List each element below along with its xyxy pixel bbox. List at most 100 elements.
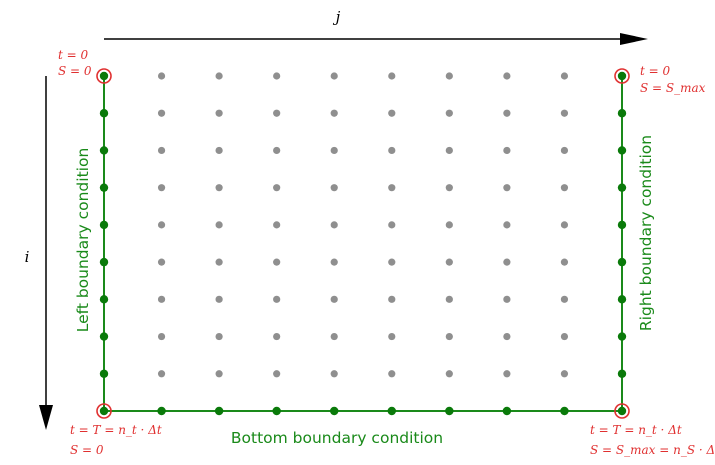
interior-node xyxy=(273,258,281,266)
corner-annotation-top-right: t = 0 S = S_max xyxy=(640,64,706,95)
interior-node xyxy=(388,295,396,303)
interior-node xyxy=(157,109,166,117)
interior-node xyxy=(388,72,396,80)
interior-node xyxy=(330,332,338,341)
interior-node xyxy=(330,109,338,117)
interior-node xyxy=(215,146,223,155)
interior-node xyxy=(157,146,166,155)
boundary-node xyxy=(560,406,569,416)
interior-node xyxy=(503,184,511,192)
j-axis-arrowhead xyxy=(620,33,648,45)
boundary-node xyxy=(617,257,627,267)
interior-node xyxy=(388,370,396,378)
interior-node xyxy=(445,72,453,80)
interior-node xyxy=(503,221,511,229)
interior-node xyxy=(503,295,511,303)
interior-node xyxy=(388,332,396,341)
boundary-node xyxy=(99,295,109,304)
boundary-lines xyxy=(103,76,623,412)
bottom-left-line2: S = 0 xyxy=(70,443,104,457)
boundary-node xyxy=(99,406,109,416)
corner-markers xyxy=(96,68,630,419)
interior-node xyxy=(560,295,569,303)
interior-node xyxy=(503,146,511,155)
interior-node xyxy=(445,221,453,229)
bottom-right-line1: t = T = n_t · Δt xyxy=(590,423,682,437)
interior-node xyxy=(445,258,453,266)
interior-node xyxy=(273,221,281,229)
interior-node xyxy=(560,109,569,117)
boundary-node xyxy=(99,369,109,378)
interior-node xyxy=(273,370,281,378)
interior-node xyxy=(388,109,396,117)
interior-node xyxy=(560,184,569,192)
interior-node xyxy=(215,221,223,229)
boundary-node xyxy=(157,406,166,416)
interior-node xyxy=(273,146,281,155)
corner-annotation-bottom-left: t = T = n_t · Δt S = 0 xyxy=(70,423,162,457)
interior-node xyxy=(157,332,166,341)
right-boundary-label: Right boundary condition xyxy=(637,135,655,331)
j-axis-label: j xyxy=(333,8,341,26)
boundary-node xyxy=(99,332,109,341)
interior-node xyxy=(503,109,511,117)
interior-node xyxy=(215,72,223,80)
interior-node xyxy=(445,332,453,341)
interior-node xyxy=(273,109,281,117)
boundary-node xyxy=(617,369,627,378)
corner-annotation-bottom-right: t = T = n_t · Δt S = S_max = n_S · ΔS xyxy=(590,423,715,457)
i-axis-label: i xyxy=(25,248,30,266)
bottom-left-corner-marker xyxy=(96,403,112,419)
left-boundary-label: Left boundary condition xyxy=(74,148,92,333)
interior-node xyxy=(215,258,223,266)
boundary-node xyxy=(617,183,627,192)
top-right-line1: t = 0 xyxy=(640,64,671,78)
interior-node xyxy=(388,146,396,155)
interior-node xyxy=(215,295,223,303)
boundary-node xyxy=(99,109,109,118)
interior-node xyxy=(157,370,166,378)
interior-node xyxy=(330,370,338,378)
interior-node xyxy=(503,370,511,378)
interior-node xyxy=(503,332,511,341)
bottom-right-line2: S = S_max = n_S · ΔS xyxy=(590,443,715,457)
boundary-node xyxy=(330,406,339,416)
interior-node xyxy=(273,72,281,80)
boundary-node xyxy=(99,71,109,81)
boundary-node xyxy=(99,146,109,155)
interior-node xyxy=(560,332,569,341)
bottom-right-corner-marker xyxy=(614,403,630,419)
interior-node xyxy=(445,184,453,192)
interior-node xyxy=(215,109,223,117)
top-left-line1: t = 0 xyxy=(58,48,89,62)
boundary-node xyxy=(502,406,512,416)
interior-node xyxy=(157,72,166,80)
boundary-node xyxy=(272,406,281,416)
interior-node xyxy=(215,370,223,378)
interior-node xyxy=(388,221,396,229)
boundary-node xyxy=(617,109,627,118)
interior-node xyxy=(330,258,338,266)
boundary-node xyxy=(445,406,454,416)
boundary-node xyxy=(617,146,627,155)
boundary-node xyxy=(387,406,396,416)
grid-nodes xyxy=(99,71,627,416)
interior-node xyxy=(388,258,396,266)
interior-node xyxy=(215,332,223,341)
interior-node xyxy=(560,258,569,266)
boundary-node xyxy=(99,183,109,192)
interior-node xyxy=(330,184,338,192)
corner-annotation-top-left: t = 0 S = 0 xyxy=(58,48,92,78)
boundary-node xyxy=(617,71,627,81)
interior-node xyxy=(445,295,453,303)
interior-node xyxy=(330,146,338,155)
boundary-node xyxy=(617,295,627,304)
boundary-node xyxy=(214,406,224,416)
boundary-node xyxy=(617,406,627,416)
boundary-node xyxy=(617,332,627,341)
interior-node xyxy=(330,295,338,303)
bottom-left-line1: t = T = n_t · Δt xyxy=(70,423,162,437)
boundary-node xyxy=(617,220,627,230)
boundary-node xyxy=(99,257,109,267)
interior-node xyxy=(388,184,396,192)
